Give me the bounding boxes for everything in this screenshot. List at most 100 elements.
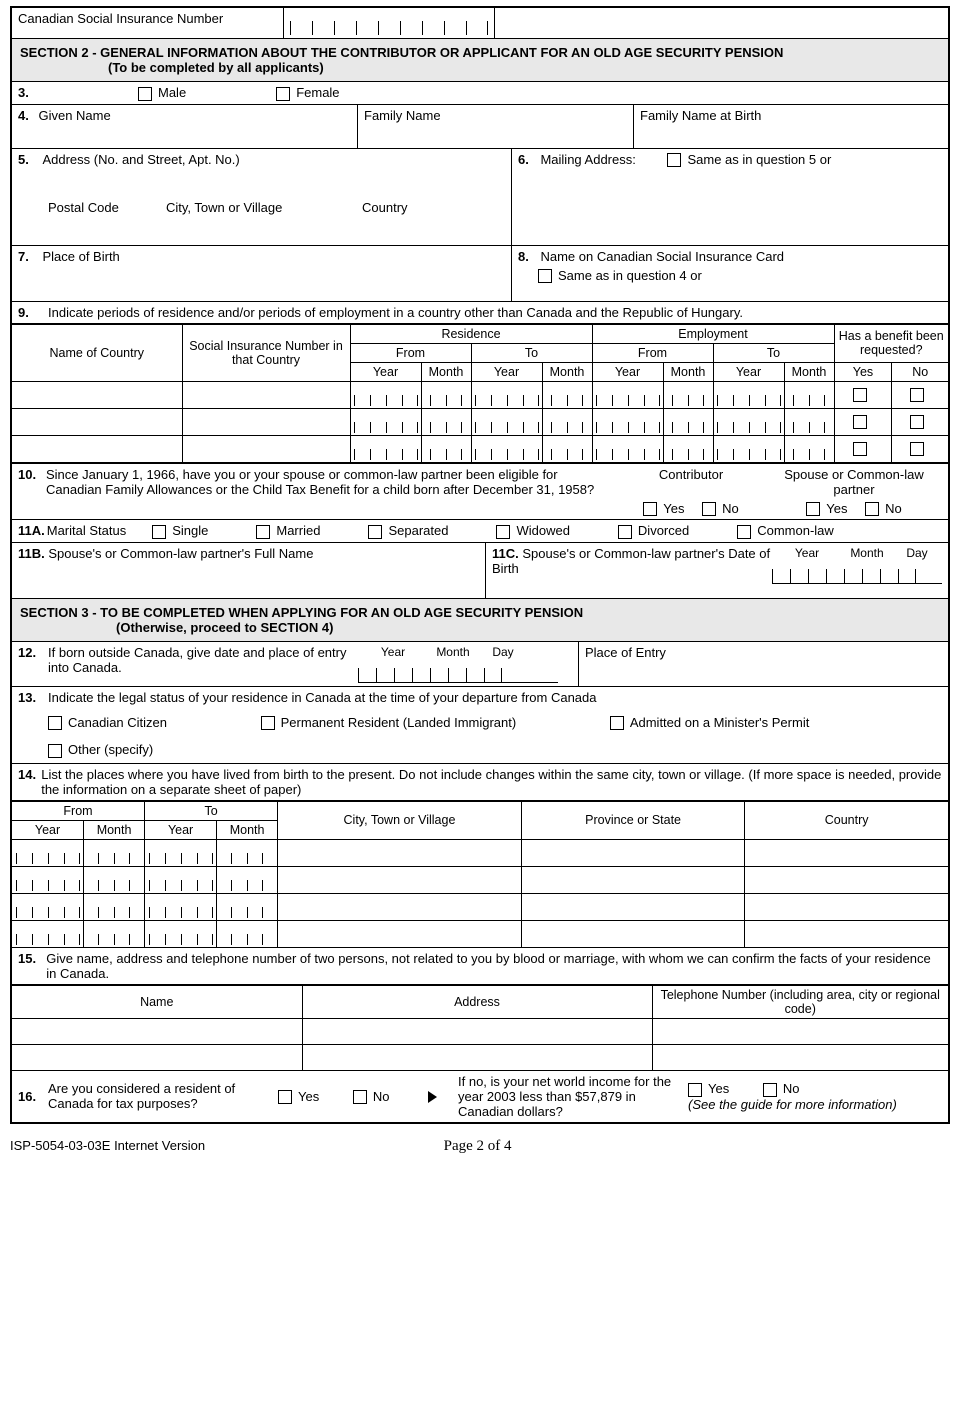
table-row[interactable] [12,1044,948,1070]
q16-yes-checkbox[interactable] [278,1090,292,1104]
table-row[interactable] [12,408,948,435]
male-checkbox[interactable] [138,87,152,101]
pr-checkbox[interactable] [261,716,275,730]
table-row[interactable] [12,435,948,462]
spouse-yes-checkbox[interactable] [806,502,820,516]
q13-num: 13. [18,690,48,705]
spouse-no-checkbox[interactable] [865,502,879,516]
section2-title: SECTION 2 - GENERAL INFORMATION ABOUT TH… [20,45,940,60]
places-table: From To City, Town or Village Province o… [12,801,948,948]
q11a-num: 11A. [18,523,45,538]
q15-text: Give name, address and telephone number … [46,951,942,981]
q16b-no-checkbox[interactable] [763,1083,777,1097]
q15-num: 15. [18,951,46,981]
periods-table: Name of Country Social Insurance Number … [12,324,948,463]
table-row[interactable] [12,1018,948,1044]
tbl9-sin: Social Insurance Number in that Country [182,324,350,381]
q12-num: 12. [18,645,48,683]
q11b-num: 11B. [18,546,45,561]
dob-input[interactable] [772,560,942,584]
q4-num: 4. [18,108,29,123]
city-label: City, Town or Village [166,200,362,242]
q9-text: Indicate periods of residence and/or per… [48,305,743,320]
single-checkbox[interactable] [152,525,166,539]
q16-text: Are you considered a resident of Canada … [48,1081,278,1111]
contrib-yes-checkbox[interactable] [643,502,657,516]
place-entry-label: Place of Entry [578,642,948,686]
female-checkbox[interactable] [276,87,290,101]
q16-num: 16. [18,1089,48,1104]
guide-text: (See the guide for more information) [688,1097,942,1112]
divorced-checkbox[interactable] [618,525,632,539]
section2-header: SECTION 2 - GENERAL INFORMATION ABOUT TH… [12,39,948,82]
tbl9-benefit: Has a benefit been requested? [834,324,948,362]
q10-text: Since January 1, 1966, have you or your … [46,467,616,517]
marital-label: Marital Status [47,523,126,538]
q10-num: 10. [18,467,46,517]
q9-num: 9. [18,305,48,320]
tbl9-from2: From [592,343,713,362]
widowed-checkbox[interactable] [496,525,510,539]
q5-num: 5. [18,152,29,167]
male-label: Male [158,85,186,100]
q16-no-checkbox[interactable] [353,1090,367,1104]
citizen-checkbox[interactable] [48,716,62,730]
common-checkbox[interactable] [737,525,751,539]
section3-sub: (Otherwise, proceed to SECTION 4) [116,620,940,635]
refs-table: Name Address Telephone Number (including… [12,985,948,1071]
permit-checkbox[interactable] [610,716,624,730]
birth-name-label: Family Name at Birth [634,105,948,148]
spouse-label: Spouse or Common-law partner [766,467,942,497]
tbl9-to2: To [713,343,834,362]
q14-text: List the places where you have lived fro… [41,767,942,797]
contributor-label: Contributor [616,467,766,497]
q6-num: 6. [518,152,529,167]
tbl9-residence: Residence [350,324,592,343]
q8-num: 8. [518,249,529,264]
section2-sub: (To be completed by all applicants) [108,60,940,75]
section3-header: SECTION 3 - TO BE COMPLETED WHEN APPLYIN… [12,599,948,642]
table-row[interactable] [12,893,948,920]
tbl9-from1: From [350,343,471,362]
q13-text: Indicate the legal status of your reside… [48,690,597,705]
page-number: Page 2 of 4 [444,1138,512,1155]
q16-followup: If no, is your net world income for the … [458,1074,688,1119]
arrow-icon [428,1091,437,1103]
q11c-num: 11C. [492,546,519,561]
separated-checkbox[interactable] [368,525,382,539]
other-checkbox[interactable] [48,744,62,758]
q7-num: 7. [18,249,29,264]
family-name-label: Family Name [358,105,634,148]
tbl9-to1: To [471,343,592,362]
female-label: Female [296,85,339,100]
same-as-4-checkbox[interactable] [538,269,552,283]
table-row[interactable] [12,381,948,408]
q11c-label: Spouse's or Common-law partner's Date of… [492,546,770,576]
given-name-label: Given Name [38,108,110,123]
tbl9-country: Name of Country [12,324,182,381]
table-row[interactable] [12,839,948,866]
country-label: Country [362,200,408,242]
table-row[interactable] [12,920,948,947]
tbl9-employment: Employment [592,324,834,343]
footer-left: ISP-5054-03-03E Internet Version [10,1138,205,1155]
q11b-label: Spouse's or Common-law partner's Full Na… [48,546,313,561]
pob-label: Place of Birth [42,249,119,264]
entry-date-input[interactable] [358,659,558,683]
same-as-5-label: Same as in question 5 or [687,152,831,167]
contrib-no-checkbox[interactable] [702,502,716,516]
sin-input[interactable] [290,11,488,35]
q16b-yes-checkbox[interactable] [688,1083,702,1097]
q3-num: 3. [18,85,48,100]
married-checkbox[interactable] [256,525,270,539]
section3-title: SECTION 3 - TO BE COMPLETED WHEN APPLYIN… [20,605,940,620]
table-row[interactable] [12,866,948,893]
same-as-4-label: Same as in question 4 or [558,268,702,283]
address-label: Address (No. and Street, Apt. No.) [42,152,239,167]
q12-text: If born outside Canada, give date and pl… [48,645,358,683]
mailing-label: Mailing Address: [540,152,635,167]
sin-card-label: Name on Canadian Social Insurance Card [540,249,784,264]
postal-label: Postal Code [48,200,166,242]
same-as-5-checkbox[interactable] [667,153,681,167]
q14-num: 14. [18,767,41,797]
